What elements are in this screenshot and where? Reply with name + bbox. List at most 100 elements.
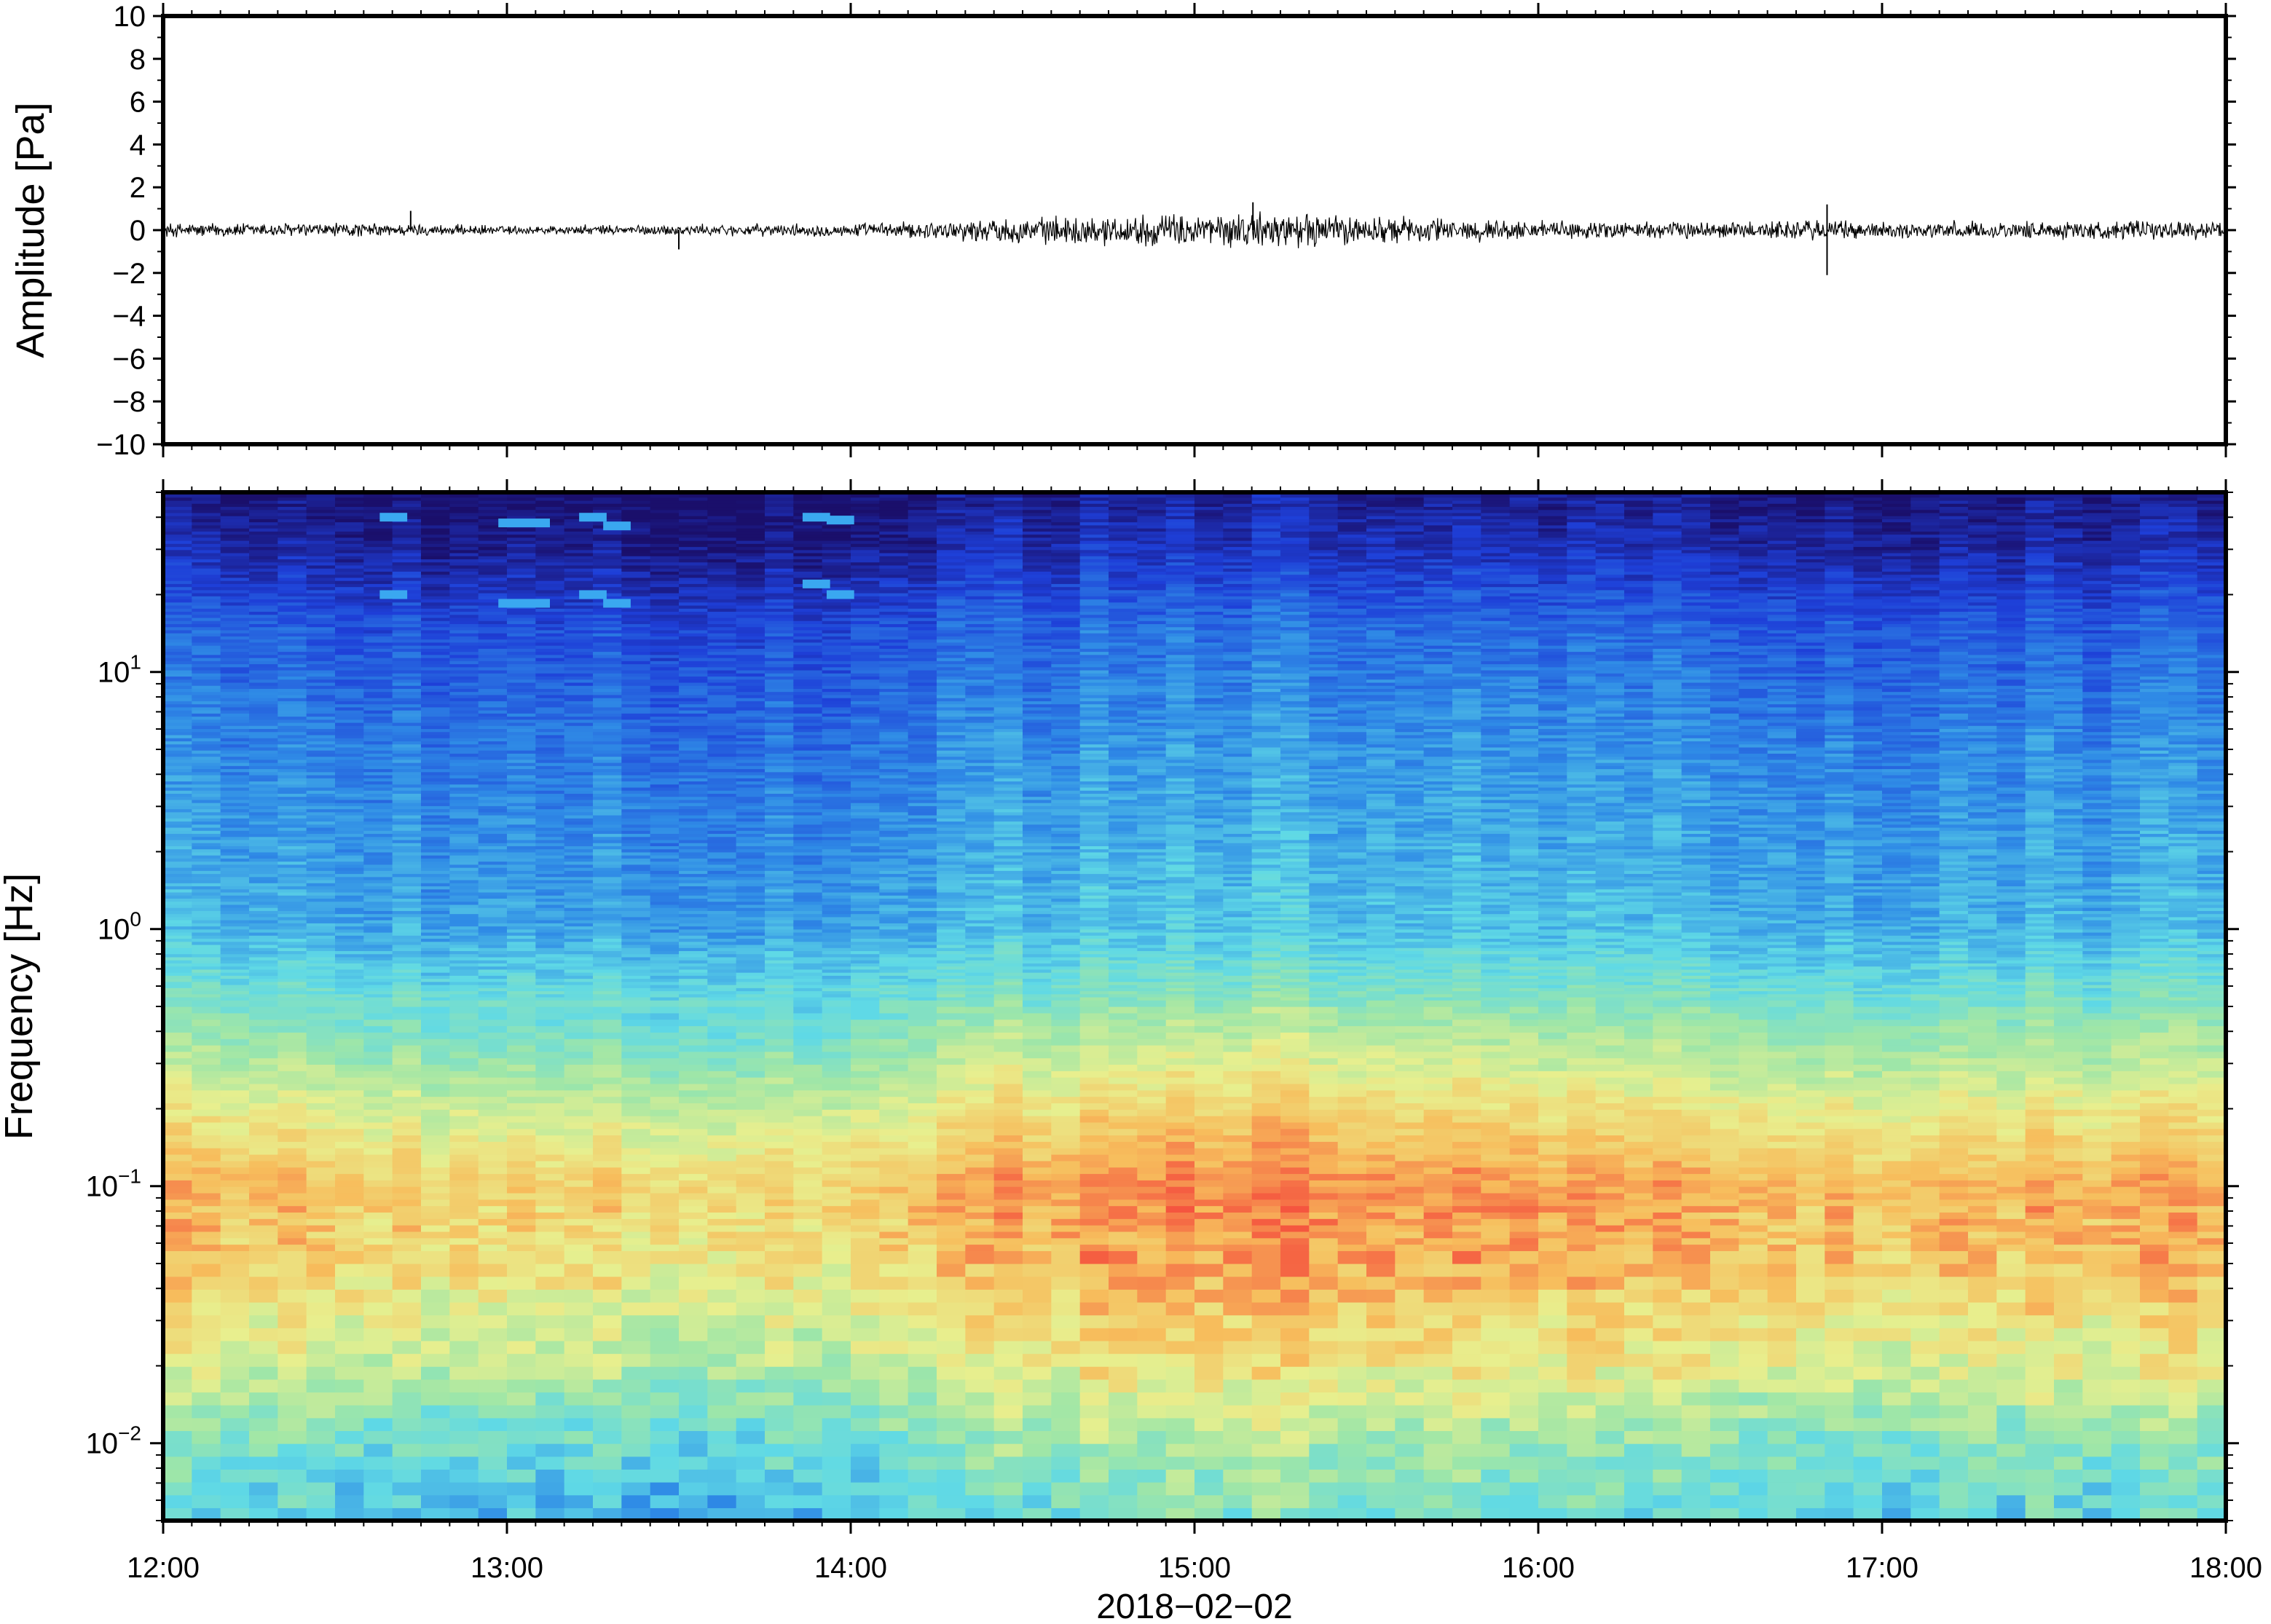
spectrogram-cell <box>650 960 680 963</box>
spectrogram-cell <box>593 864 622 868</box>
spectrogram-cell <box>507 1006 536 1014</box>
spectrogram-cell <box>478 744 508 748</box>
spectrogram-cell <box>306 879 336 883</box>
spectrogram-cell <box>593 540 622 544</box>
spectrogram-cell <box>621 725 651 730</box>
spectrogram-cell <box>564 827 594 831</box>
spectrogram-cell <box>192 851 221 856</box>
spectrogram-cell <box>736 534 765 538</box>
waveform-y-tick-label: 0 <box>130 215 146 247</box>
spectrogram-cell <box>507 725 536 730</box>
spectrogram-cell <box>707 531 737 535</box>
spectrogram-cell <box>163 1430 192 1444</box>
spectrogram-cell <box>335 796 364 800</box>
spectrogram-cell <box>736 604 765 609</box>
spectrogram-cell <box>163 1025 192 1033</box>
spectrogram-cell <box>335 673 364 677</box>
spectrogram-cell <box>220 839 250 843</box>
spectrogram-cell <box>449 1051 479 1059</box>
spectrogram-cell <box>421 645 450 649</box>
spectrogram-cell <box>449 750 479 754</box>
spectrogram-cell <box>220 688 250 693</box>
spectrogram-cell <box>392 661 422 665</box>
spectrogram-cell <box>278 870 307 875</box>
spectrogram-cell <box>679 604 708 609</box>
spectrogram-cell <box>220 1128 250 1136</box>
spectrogram-cell <box>593 935 622 939</box>
spectrogram-cell <box>449 577 479 581</box>
spectrogram-cell <box>765 1180 794 1187</box>
spectrogram-cell <box>535 805 565 810</box>
spectrogram-cell <box>421 1116 450 1123</box>
spectrogram-cell <box>163 636 192 640</box>
spectrogram-cell <box>278 778 307 782</box>
spectrogram-cell <box>478 839 508 843</box>
spectrogram-cell <box>421 774 450 779</box>
spectrogram-cell <box>335 1148 364 1155</box>
spectrogram-cell <box>335 1405 364 1419</box>
spectrogram-cell <box>707 593 737 596</box>
spectrogram-cell <box>192 663 221 668</box>
spectrogram-cell <box>535 657 565 661</box>
spectrogram-cell <box>535 642 565 646</box>
spectrogram-cell <box>593 1109 622 1116</box>
spectrogram-cell <box>392 602 422 606</box>
spectrogram-cell <box>363 706 393 711</box>
spectrogram-cell <box>507 1122 536 1130</box>
spectrogram-cell <box>593 953 622 958</box>
spectrogram-cell <box>564 836 594 840</box>
spectrogram-cell <box>650 768 680 773</box>
spectrogram-cell <box>335 867 364 871</box>
spectrogram-cell <box>421 972 450 976</box>
spectrogram-cell <box>278 923 307 927</box>
spectrogram-cell <box>421 1077 450 1084</box>
spectrogram-cell <box>421 1507 450 1521</box>
spectrogram-cell <box>535 734 565 738</box>
spectrogram-cell <box>249 1289 278 1303</box>
spectrogram-cell <box>220 577 250 581</box>
spectrogram-cell <box>220 895 250 899</box>
spectrogram-cell <box>564 617 594 621</box>
spectrogram-cell <box>707 855 737 859</box>
spectrogram-cell <box>707 654 737 658</box>
spectrogram-cell <box>564 907 594 911</box>
spectrogram-cell <box>163 1167 192 1175</box>
spectrogram-cell <box>306 1071 336 1078</box>
spectrogram-cell <box>392 534 422 538</box>
spectrogram-cell <box>163 1051 192 1059</box>
spectrogram-cell <box>507 1077 536 1084</box>
spectrogram-cell <box>421 722 450 726</box>
spectrogram-cell <box>192 1025 221 1033</box>
spectrogram-cell <box>363 1148 393 1155</box>
spectrogram-cell <box>363 963 393 967</box>
spectrogram-cell <box>421 1089 450 1097</box>
spectrogram-cell <box>335 929 364 933</box>
spectrogram-cell <box>707 907 737 911</box>
spectrogram-cell <box>679 966 708 970</box>
spectrogram-cell <box>564 843 594 846</box>
spectrogram-cell <box>220 666 250 671</box>
spectrogram-cell <box>736 904 765 908</box>
spectrogram-cell <box>507 913 536 918</box>
spectrogram-cell <box>192 876 221 880</box>
spectrogram-cell <box>679 509 708 513</box>
spectrogram-cell <box>621 935 651 939</box>
spectrogram-cell <box>306 521 336 526</box>
spectrogram-cell <box>449 1417 479 1432</box>
spectrogram-cell <box>478 923 508 927</box>
spectrogram-cell <box>707 1116 737 1123</box>
spectrogram-cell <box>163 669 192 674</box>
spectrogram-cell <box>679 1116 708 1123</box>
spectrogram-cell <box>679 564 708 569</box>
spectrogram-cell <box>163 1225 192 1232</box>
spectrogram-cell <box>449 768 479 773</box>
spectrogram-cell <box>593 858 622 862</box>
spectrogram-cell <box>192 1366 221 1380</box>
spectrogram-cell <box>650 709 680 714</box>
spectrogram-cell <box>478 818 508 822</box>
spectrogram-cell <box>163 1379 192 1393</box>
spectrogram-cell <box>335 978 364 982</box>
spectrogram-cell <box>306 988 336 992</box>
spectrogram-cell <box>679 688 708 693</box>
spectrogram-cell <box>507 981 536 985</box>
